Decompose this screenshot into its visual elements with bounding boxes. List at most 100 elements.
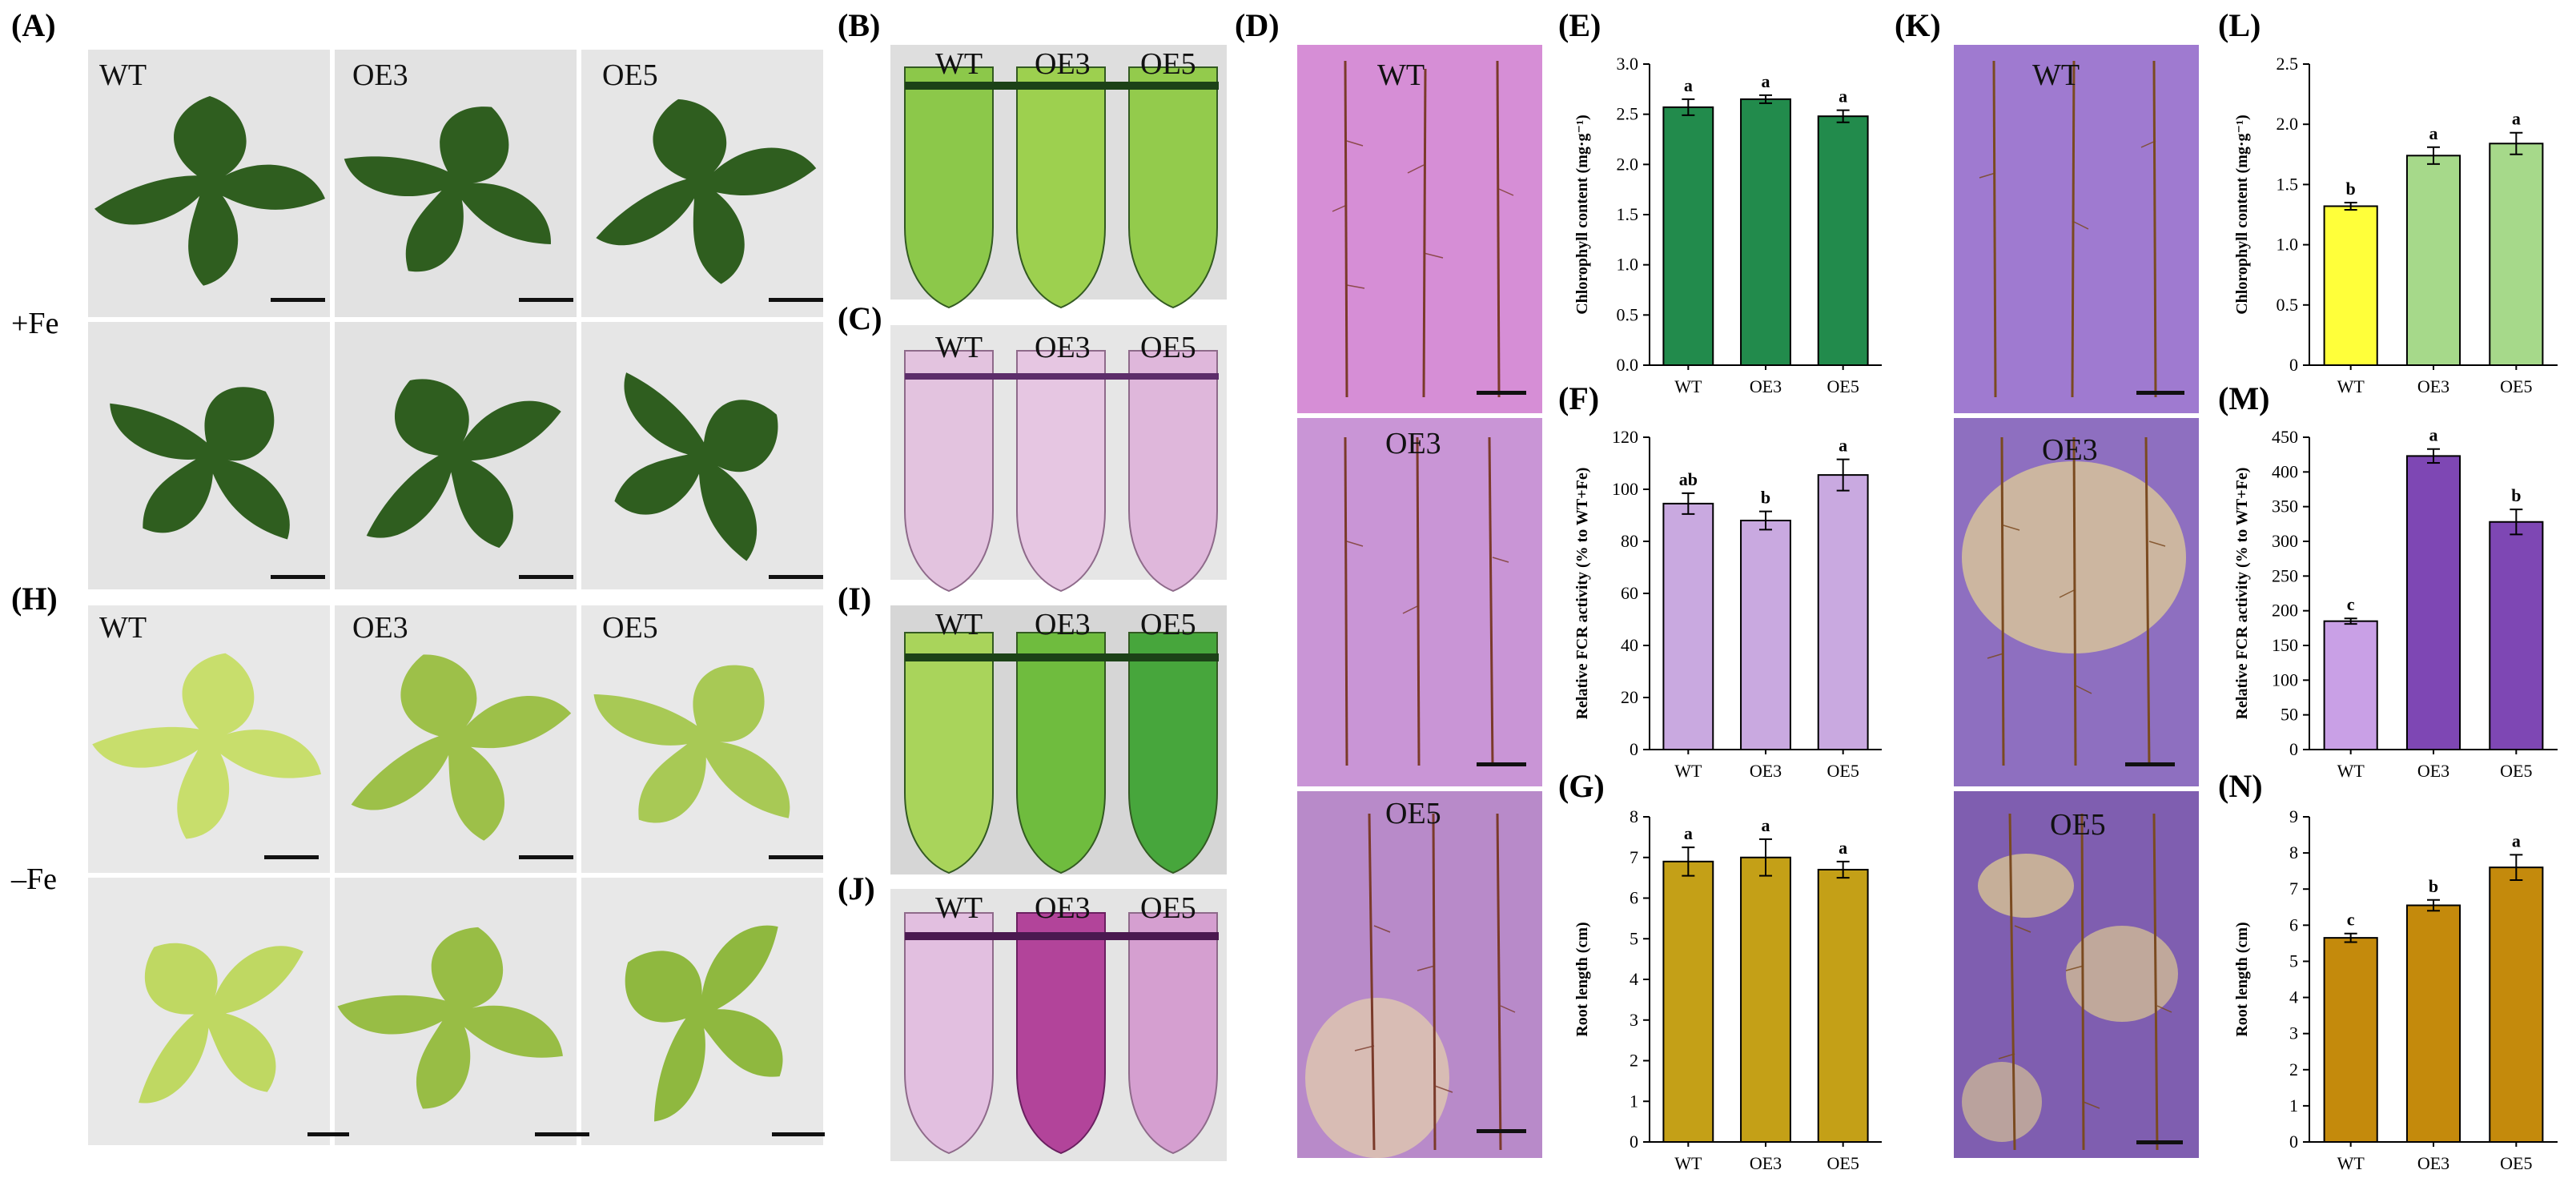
y-tick-label: 300: [2272, 531, 2298, 551]
tube-label-oe5-b: OE5: [1140, 47, 1196, 81]
tube-label-oe5-i: OE5: [1140, 608, 1196, 641]
tube-label-wt-b: WT: [935, 47, 983, 81]
tube-label-oe5-c: OE5: [1140, 331, 1196, 364]
significance-letter: a: [1762, 815, 1770, 835]
y-tick-label: 6: [2289, 915, 2298, 935]
y-tick-label: 3: [1630, 1010, 1638, 1030]
y-tick-label: 450: [2272, 427, 2298, 447]
significance-letter: c: [2347, 594, 2355, 614]
panel-label-a: (A): [11, 7, 56, 43]
panel-label-f: (F): [1558, 380, 1600, 416]
significance-letter: a: [1684, 75, 1693, 95]
significance-letter: b: [2346, 179, 2356, 199]
photo-oe5-minus-fe-1: [549, 601, 825, 890]
chart-l-chlorophyll-minus-fe: 0 0.5 1.0 1.5 2.0 2.5 Chlorophyll content (mg·…: [2233, 54, 2558, 396]
significance-letter: a: [1684, 823, 1693, 843]
photo-oe3-minus-fe-1: [311, 605, 602, 879]
panel-label-h: (H): [11, 581, 58, 617]
y-tick-label: 250: [2272, 565, 2298, 585]
y-tick-label: 100: [2272, 669, 2298, 689]
significance-letter: a: [2429, 425, 2438, 445]
significance-letter: a: [1839, 436, 1847, 456]
photo-oe3-plus-fe-1: [312, 50, 593, 321]
panel-label-n: (N): [2218, 768, 2263, 804]
panel-label-j: (J): [838, 870, 875, 907]
bar-oe5: [2489, 143, 2544, 366]
scale-bars-plants: [264, 298, 825, 1136]
tube-label-oe3-j: OE3: [1035, 891, 1091, 925]
y-tick-label: 200: [2272, 601, 2298, 621]
chart-f-fcr-plus-fe: 0 20 40 60 80 100 120 Relative FCR activity (% …: [1573, 427, 1882, 781]
y-tick-label: 60: [1621, 583, 1638, 603]
panel-label-g: (G): [1558, 768, 1605, 804]
x-tick-label: OE5: [2500, 376, 2532, 396]
y-tick-label: 4: [1630, 969, 1638, 989]
y-axis-label: Chlorophyll content (mg·g⁻¹): [1573, 115, 1591, 315]
y-axis-label: Root length (cm): [2233, 922, 2251, 1036]
root-label-oe3-d: OE3: [1385, 427, 1441, 460]
tube-label-oe3-b: OE3: [1035, 47, 1091, 81]
y-tick-label: 40: [1621, 635, 1638, 655]
photo-wt-minus-fe-1: [78, 605, 340, 873]
panel-label-m: (M): [2218, 380, 2270, 416]
tube-photo-column: [890, 45, 1227, 1161]
y-axis-label: Relative FCR activity (% to WT+Fe): [2233, 468, 2251, 720]
significance-letter: b: [2511, 485, 2521, 505]
chart-e-chlorophyll-plus-fe: 0.0 0.5 1.0 1.5 2.0 2.5 3.0 Chlorophyll content…: [1573, 54, 1882, 396]
plant-photo-grid: [62, 50, 825, 1161]
y-tick-label: 8: [2289, 842, 2298, 862]
y-tick-label: 100: [1612, 479, 1638, 499]
photo-oe5-plus-fe-2: [561, 317, 825, 604]
panel-label-l: (L): [2218, 7, 2261, 43]
root-plates-d: [1297, 45, 1542, 1158]
y-tick-label: 80: [1621, 531, 1638, 551]
x-tick-label: OE5: [1827, 1153, 1859, 1173]
significance-letter: ab: [1679, 469, 1698, 489]
bar-wt: [2323, 205, 2378, 366]
significance-letter: a: [2429, 123, 2438, 143]
y-tick-label: 4: [2289, 987, 2298, 1007]
x-tick-label: OE3: [1750, 761, 1782, 781]
bar-oe3: [2405, 155, 2461, 367]
y-tick-label: 2: [1630, 1051, 1638, 1071]
y-tick-label: 1: [1630, 1091, 1638, 1111]
y-tick-label: 5: [1630, 928, 1638, 948]
bar-oe5: [1817, 115, 1869, 366]
bar-oe3: [1740, 520, 1791, 750]
y-tick-label: 0: [1630, 739, 1638, 759]
bar-oe3: [1740, 856, 1791, 1143]
significance-letter: a: [2512, 830, 2521, 850]
root-label-wt-d: WT: [1377, 58, 1425, 92]
y-tick-label: 3: [2289, 1023, 2298, 1043]
significance-letter: a: [2512, 109, 2521, 129]
photo-label-oe5-a: OE5: [602, 58, 658, 92]
y-tick-label: 0: [1630, 1132, 1638, 1152]
panel-label-i: (I): [838, 581, 872, 617]
y-tick-label: 1.0: [2277, 235, 2299, 255]
root-label-oe3-k: OE3: [2042, 433, 2098, 467]
y-tick-label: 20: [1621, 687, 1638, 707]
x-tick-label: OE3: [2417, 376, 2449, 396]
bar-oe5: [1817, 868, 1869, 1143]
bar-oe5: [1817, 474, 1869, 750]
y-tick-label: 2: [2289, 1059, 2298, 1079]
y-tick-label: 0.0: [1617, 355, 1639, 375]
bar-oe3: [1740, 98, 1791, 366]
significance-letter: b: [2429, 876, 2438, 896]
photo-wt-minus-fe-2: [68, 875, 358, 1160]
x-tick-label: OE5: [2500, 1153, 2532, 1173]
root-label-oe5-k: OE5: [2050, 808, 2106, 842]
significance-letter: b: [1761, 488, 1770, 508]
chart-m-fcr-minus-fe: 0 50 100 150 200 250 300 350 400 450 Relative FCR …: [2233, 425, 2558, 781]
y-tick-label: 5: [2289, 951, 2298, 971]
photo-label-wt-h: WT: [99, 611, 147, 645]
x-tick-label: OE5: [1827, 761, 1859, 781]
y-tick-label: 7: [1630, 847, 1638, 867]
chart-g-root-length-plus-fe: 0 1 2 3 4 5 6 7 8 Root length (cm) a WT a OE3 a OE5: [1573, 806, 1882, 1173]
photo-wt-plus-fe-1: [88, 50, 330, 317]
y-tick-label: 7: [2289, 878, 2298, 899]
bar-oe5: [2489, 521, 2544, 750]
bar-wt: [1662, 860, 1714, 1143]
y-tick-label: 1: [2289, 1096, 2298, 1116]
condition-label-minus-fe: –Fe: [11, 862, 57, 896]
